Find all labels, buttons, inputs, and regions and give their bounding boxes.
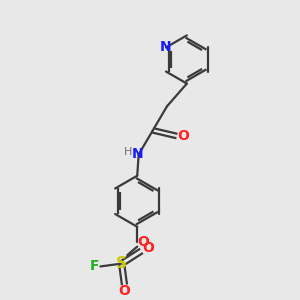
Text: N: N (131, 147, 143, 160)
Text: O: O (177, 129, 189, 143)
Text: O: O (137, 236, 149, 249)
Text: O: O (142, 241, 154, 255)
Text: F: F (89, 260, 99, 273)
Text: N: N (160, 40, 172, 54)
Text: S: S (116, 256, 127, 271)
Text: H: H (124, 147, 132, 157)
Text: O: O (118, 284, 130, 298)
